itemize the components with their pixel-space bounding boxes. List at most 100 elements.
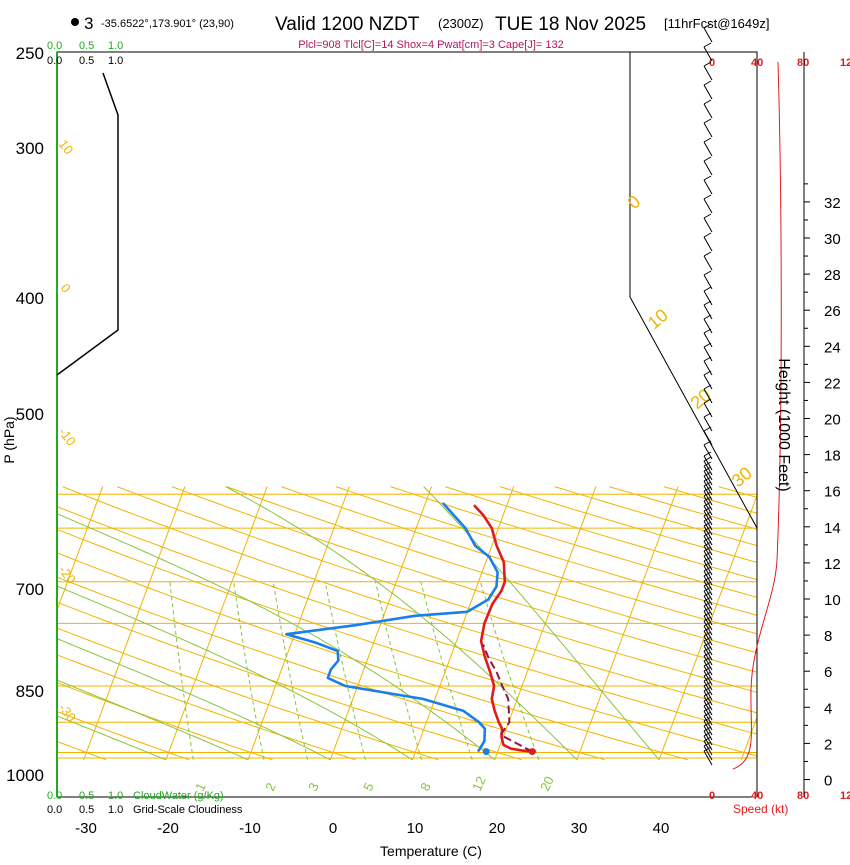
station-number: 3: [84, 14, 93, 33]
pressure-tick-label: 700: [16, 580, 44, 599]
isotherm-label: -20: [56, 563, 79, 587]
wind-barb-flag: [704, 214, 711, 218]
wind-barb-staff: [704, 199, 712, 213]
isotherm-label: -10: [56, 425, 79, 449]
height-tick-label: 22: [824, 375, 841, 392]
speed-scale-bottom: 0 40 80 12: [709, 790, 850, 802]
pressure-tick-label: 850: [16, 682, 44, 701]
wind-barb-flag: [704, 138, 711, 142]
cloudiness-tick: 0.0: [47, 55, 62, 67]
height-tick-label: 16: [824, 484, 841, 501]
wind-barb-flag: [704, 119, 711, 123]
cloudiness-tick: 1.0: [108, 804, 123, 816]
pressure-tick-label: 300: [16, 139, 44, 158]
pressure-tick-label: 400: [16, 289, 44, 308]
mixing-ratio-label: 3: [305, 780, 322, 793]
indices-line: Plcl=908 Tlcl[C]=14 Shox=4 Pwat[cm]=3 Ca…: [298, 39, 563, 51]
surface-temperature-point: [529, 748, 536, 755]
cloudwater-scale-top: 0.0 0.5 1.0 0.0 0.5 1.0: [47, 40, 123, 67]
mixing-ratio-line: [421, 582, 472, 760]
cloudwater-tick: 0.0: [47, 40, 62, 52]
wind-barb-flag: [704, 329, 711, 333]
speed-label: Speed (kt): [733, 802, 788, 816]
cloudiness-tick: 0.5: [79, 55, 94, 67]
parcel-line: [483, 645, 532, 752]
height-tick-label: 0: [824, 773, 832, 790]
wind-barb-flag: [704, 343, 711, 347]
temperature-tick-label: -10: [239, 820, 261, 837]
valid-label: Valid 1200 NZDT: [275, 14, 420, 35]
mixing-ratio-label: 20: [537, 774, 557, 793]
wind-barb-flag: [704, 233, 711, 237]
isotherm-label: 0: [58, 281, 74, 296]
plot-frame: [57, 52, 757, 797]
wind-barb-staff: [704, 47, 712, 61]
height-tick-label: 30: [824, 231, 841, 248]
isotherm-label: -30: [56, 701, 79, 725]
cloudiness-tick: 0.0: [47, 804, 62, 816]
wind-barb-staff: [704, 218, 712, 232]
mixing-ratio-line: [273, 582, 307, 760]
cloudwater-tick: 0.5: [79, 790, 94, 802]
speed-tick: 12: [840, 790, 850, 802]
cloudiness-tick: 1.0: [108, 55, 123, 67]
wind-barb-flag: [704, 100, 711, 104]
wind-barb-flag: [704, 301, 711, 305]
mixing-ratio-label: 8: [417, 780, 434, 793]
adiabat-label: 0: [624, 191, 645, 213]
wind-barb-staff: [704, 123, 712, 137]
wind-barb-flag: [704, 371, 711, 375]
height-reference-line: [630, 52, 757, 528]
adiabat-labels: 0 10 20 30: [624, 191, 756, 491]
height-tick-label: 18: [824, 448, 841, 465]
pressure-tick-label: 500: [16, 405, 44, 424]
wind-barb-staff: [704, 104, 712, 118]
wind-barb-flag: [704, 357, 711, 361]
cloudwater-scale-bottom: 0.0 0.5 1.0 CloudWater (g/Kg) 0.0 0.5 1.…: [47, 790, 243, 816]
wind-barb-flag: [704, 43, 711, 47]
date-label: TUE 18 Nov 2025: [495, 14, 646, 35]
cloudwater-tick: 1.0: [108, 790, 123, 802]
mixing-ratio-label: 2: [262, 780, 279, 793]
wind-barb-flag: [704, 81, 711, 85]
mixing-ratio-line: [170, 582, 193, 760]
height-tick-label: 4: [824, 700, 832, 717]
cloudwater-tick: 0.0: [47, 790, 62, 802]
speed-tick: 12: [840, 57, 850, 69]
wind-barb-flag: [704, 413, 711, 417]
height-tick-label: 14: [824, 520, 841, 537]
wind-barb-staff: [704, 161, 712, 175]
wind-barb-staff: [704, 142, 712, 156]
cloudwater-tick: 1.0: [108, 40, 123, 52]
height-tick-label: 10: [824, 592, 841, 609]
speed-tick: 80: [797, 57, 809, 69]
height-tick-label: 12: [824, 556, 841, 573]
isotherm-labels: 10 0 -10 -20 -30: [56, 137, 79, 725]
station-dot-icon: [71, 18, 79, 26]
cloudwater-tick: 0.5: [79, 40, 94, 52]
wind-barb-flag: [704, 385, 711, 389]
speed-tick: 0: [709, 790, 715, 802]
mixing-ratio-label: 12: [469, 774, 489, 793]
wind-barb-flag: [704, 315, 711, 319]
wind-barb-flag: [704, 271, 711, 275]
pressure-tick-label: 250: [16, 44, 44, 63]
temperature-tick-label: 0: [329, 820, 337, 837]
speed-tick: 40: [751, 57, 763, 69]
temperature-tick-label: 30: [571, 820, 588, 837]
height-tick-label: 32: [824, 195, 841, 212]
mixing-ratio-line: [234, 582, 264, 760]
wind-barb-flag: [704, 157, 711, 161]
cloudiness-tick: 0.5: [79, 804, 94, 816]
wind-barb-flag: [704, 287, 711, 291]
isotherm-label: 10: [56, 137, 77, 158]
mixing-ratio-label: 5: [360, 780, 377, 793]
wind-barb-flag: [704, 195, 711, 199]
temperature-tick-label: -30: [75, 820, 97, 837]
forecast-label: [11hrFcst@1649z]: [664, 16, 769, 31]
mixing-ratio-line: [376, 582, 422, 760]
speed-tick: 80: [797, 790, 809, 802]
station-coords: -35.6522°,173.901° (23,90): [101, 18, 234, 30]
temperature-axis: -30 -20 -10 0 10 20 30 40: [75, 820, 669, 837]
